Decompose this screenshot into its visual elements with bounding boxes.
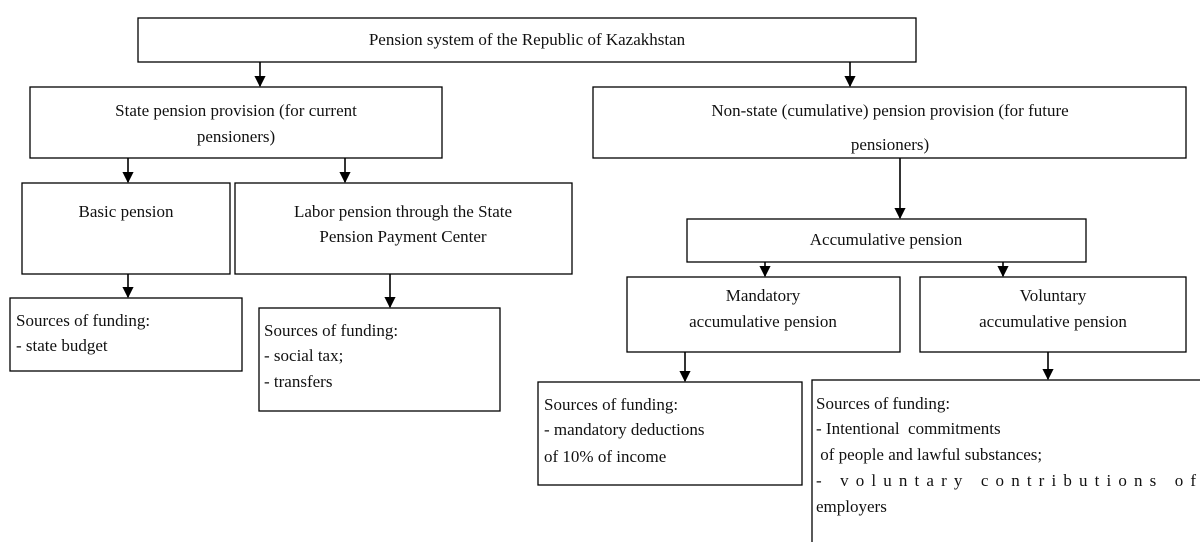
box (234, 182, 573, 275)
box (258, 307, 501, 412)
node-label: Sources of funding: (16, 311, 150, 330)
node-voluntary: Voluntary accumulative pension (919, 276, 1187, 353)
node-label: - social tax; (264, 346, 343, 365)
node-source-labor: Sources of funding: - social tax; - tran… (258, 307, 501, 412)
box (592, 86, 1187, 159)
node-root: Pension system of the Republic of Kazakh… (137, 17, 917, 63)
box (537, 381, 803, 486)
box (21, 182, 231, 275)
node-label: Basic pension (79, 202, 174, 221)
box (9, 297, 243, 372)
arrows (122, 62, 1054, 383)
node-mandatory: Mandatory accumulative pension (626, 276, 901, 353)
node-label: accumulative pension (689, 312, 837, 331)
node-source-basic: Sources of funding: - state budget (9, 297, 243, 372)
box (811, 379, 1200, 542)
node-non-state: Non-state (cumulative) pension provision… (592, 86, 1187, 159)
node-label: Sources of funding: (816, 394, 950, 413)
node-label: Sources of funding: (264, 321, 398, 340)
node-label: pensioners) (851, 135, 929, 154)
node-labor: Labor pension through the State Pension … (234, 182, 573, 275)
node-label: Non-state (cumulative) pension provision… (711, 101, 1068, 120)
node-label: Mandatory (726, 286, 801, 305)
node-label: - Intentional commitments (816, 419, 1001, 438)
node-basic: Basic pension (21, 182, 231, 275)
node-label: Voluntary (1020, 286, 1087, 305)
node-label: Pension system of the Republic of Kazakh… (369, 30, 686, 49)
node-state: State pension provision (for current pen… (29, 86, 443, 159)
node-label: - state budget (16, 336, 108, 355)
box (137, 17, 917, 63)
node-label: Accumulative pension (810, 230, 963, 249)
node-source-voluntary: Sources of funding: - Intentional commit… (811, 379, 1200, 542)
node-label: of people and lawful substances; (816, 445, 1042, 464)
node-source-mandatory: Sources of funding: - mandatory deductio… (537, 381, 803, 486)
node-label: accumulative pension (979, 312, 1127, 331)
box (686, 218, 1087, 263)
node-label: Sources of funding: (544, 395, 678, 414)
node-label: - mandatory deductions (544, 420, 705, 439)
node-label: - transfers (264, 372, 332, 391)
box (919, 276, 1187, 353)
node-label: Labor pension through the State (294, 202, 512, 221)
node-label: pensioners) (197, 127, 275, 146)
node-label: State pension provision (for current (115, 101, 357, 120)
node-accumulative: Accumulative pension (686, 218, 1087, 263)
box (29, 86, 443, 159)
node-label: employers (816, 497, 887, 516)
node-label: Pension Payment Center (319, 227, 486, 246)
node-label: of 10% of income (544, 447, 666, 466)
box (626, 276, 901, 353)
